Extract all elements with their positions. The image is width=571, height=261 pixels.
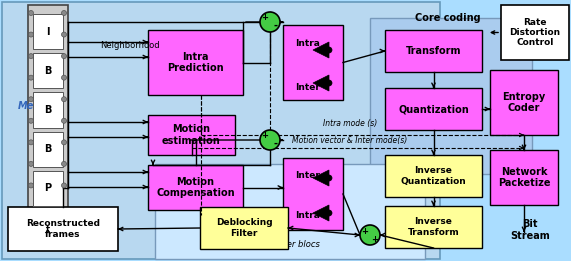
FancyBboxPatch shape bbox=[148, 115, 235, 155]
Polygon shape bbox=[28, 215, 68, 240]
FancyBboxPatch shape bbox=[283, 25, 343, 100]
Text: Intra
Prediction: Intra Prediction bbox=[167, 52, 224, 73]
Text: +: + bbox=[262, 132, 268, 140]
Text: Core coding: Core coding bbox=[415, 13, 481, 23]
Text: t: t bbox=[46, 226, 50, 234]
Circle shape bbox=[29, 161, 34, 167]
Text: Motion
estimation: Motion estimation bbox=[162, 124, 221, 146]
Text: Deblocking
Filter: Deblocking Filter bbox=[216, 218, 272, 238]
Text: B: B bbox=[45, 66, 52, 76]
FancyBboxPatch shape bbox=[33, 14, 63, 49]
Polygon shape bbox=[313, 75, 329, 91]
FancyBboxPatch shape bbox=[2, 2, 440, 259]
Text: Transform: Transform bbox=[406, 46, 461, 56]
Circle shape bbox=[62, 10, 66, 15]
Text: Reconstructed
frames: Reconstructed frames bbox=[26, 219, 100, 239]
Text: Entropy
Coder: Entropy Coder bbox=[502, 92, 546, 113]
Text: Intra mode (s): Intra mode (s) bbox=[323, 119, 377, 128]
FancyBboxPatch shape bbox=[148, 30, 243, 95]
Text: I: I bbox=[46, 27, 50, 37]
FancyBboxPatch shape bbox=[33, 53, 63, 88]
Text: Motion vector & Inter mode(s): Motion vector & Inter mode(s) bbox=[292, 136, 408, 145]
FancyBboxPatch shape bbox=[385, 88, 482, 130]
FancyBboxPatch shape bbox=[33, 92, 63, 128]
Circle shape bbox=[62, 54, 66, 59]
Circle shape bbox=[62, 118, 66, 123]
Circle shape bbox=[62, 161, 66, 167]
FancyBboxPatch shape bbox=[501, 5, 569, 60]
Circle shape bbox=[260, 12, 280, 32]
Circle shape bbox=[29, 183, 34, 188]
Circle shape bbox=[326, 210, 332, 216]
Text: Network
Packetize: Network Packetize bbox=[498, 167, 550, 188]
Circle shape bbox=[62, 97, 66, 102]
FancyBboxPatch shape bbox=[200, 207, 288, 249]
FancyBboxPatch shape bbox=[28, 5, 68, 215]
Circle shape bbox=[29, 75, 34, 80]
Text: Intra: Intra bbox=[295, 211, 320, 221]
Circle shape bbox=[29, 118, 34, 123]
Polygon shape bbox=[313, 170, 329, 186]
Text: P: P bbox=[45, 183, 51, 193]
Circle shape bbox=[360, 225, 380, 245]
Circle shape bbox=[29, 32, 34, 37]
FancyBboxPatch shape bbox=[490, 70, 558, 135]
FancyBboxPatch shape bbox=[33, 171, 63, 206]
Circle shape bbox=[62, 32, 66, 37]
Text: Decoder blocs: Decoder blocs bbox=[260, 240, 320, 249]
Circle shape bbox=[326, 175, 332, 181]
Text: +: + bbox=[262, 14, 268, 22]
Text: -: - bbox=[273, 139, 277, 149]
Circle shape bbox=[62, 140, 66, 145]
FancyBboxPatch shape bbox=[370, 18, 532, 174]
Text: +: + bbox=[372, 234, 379, 244]
Text: Intra: Intra bbox=[295, 39, 320, 48]
FancyBboxPatch shape bbox=[155, 164, 425, 259]
Text: Quantization: Quantization bbox=[398, 104, 469, 114]
Circle shape bbox=[29, 140, 34, 145]
Polygon shape bbox=[313, 42, 329, 58]
Circle shape bbox=[326, 47, 332, 53]
FancyBboxPatch shape bbox=[148, 165, 243, 210]
FancyBboxPatch shape bbox=[283, 158, 343, 230]
Circle shape bbox=[326, 80, 332, 86]
Circle shape bbox=[260, 130, 280, 150]
Circle shape bbox=[62, 183, 66, 188]
FancyBboxPatch shape bbox=[385, 206, 482, 248]
Circle shape bbox=[62, 75, 66, 80]
FancyBboxPatch shape bbox=[33, 132, 63, 167]
Text: +: + bbox=[361, 227, 368, 235]
Text: Rate
Distortion
Control: Rate Distortion Control bbox=[509, 17, 561, 48]
FancyBboxPatch shape bbox=[490, 150, 558, 205]
Text: -: - bbox=[273, 21, 277, 31]
Polygon shape bbox=[313, 205, 329, 221]
Text: Inverse
Transform: Inverse Transform bbox=[408, 217, 460, 237]
FancyBboxPatch shape bbox=[385, 155, 482, 197]
Text: B: B bbox=[45, 105, 52, 115]
Text: Neighborhood: Neighborhood bbox=[100, 41, 160, 50]
Text: B: B bbox=[45, 144, 52, 154]
Circle shape bbox=[29, 97, 34, 102]
Circle shape bbox=[29, 54, 34, 59]
Text: Motion
Compensation: Motion Compensation bbox=[156, 177, 235, 198]
Text: Inter: Inter bbox=[295, 82, 320, 92]
Text: Bit
Stream: Bit Stream bbox=[510, 219, 550, 241]
Text: Memory: Memory bbox=[18, 101, 62, 111]
Text: Inverse
Quantization: Inverse Quantization bbox=[401, 166, 467, 186]
FancyBboxPatch shape bbox=[385, 30, 482, 72]
Circle shape bbox=[29, 10, 34, 15]
Text: Inter: Inter bbox=[295, 171, 320, 181]
FancyBboxPatch shape bbox=[8, 207, 118, 251]
